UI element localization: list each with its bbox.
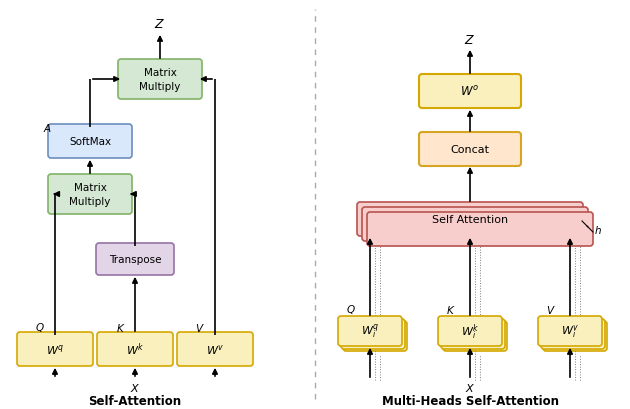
FancyBboxPatch shape	[419, 75, 521, 109]
FancyBboxPatch shape	[338, 316, 402, 346]
Text: $W_i^v$: $W_i^v$	[561, 323, 579, 339]
Text: $Q$: $Q$	[346, 303, 356, 316]
FancyBboxPatch shape	[543, 321, 607, 351]
Text: Self-Attention: Self-Attention	[88, 395, 181, 407]
FancyBboxPatch shape	[96, 243, 174, 275]
FancyBboxPatch shape	[97, 332, 173, 366]
FancyBboxPatch shape	[443, 321, 507, 351]
FancyBboxPatch shape	[419, 133, 521, 166]
FancyBboxPatch shape	[367, 213, 593, 246]
FancyBboxPatch shape	[357, 202, 583, 236]
FancyBboxPatch shape	[541, 319, 605, 349]
FancyBboxPatch shape	[343, 321, 407, 351]
Text: SoftMax: SoftMax	[69, 137, 111, 147]
Text: $Z$: $Z$	[154, 18, 166, 31]
Text: $W_i^k$: $W_i^k$	[461, 321, 479, 341]
Text: Transpose: Transpose	[109, 254, 161, 264]
Text: $V$: $V$	[546, 303, 556, 315]
Text: $A$: $A$	[43, 122, 52, 134]
FancyBboxPatch shape	[438, 316, 502, 346]
FancyBboxPatch shape	[17, 332, 93, 366]
Text: $W^k$: $W^k$	[126, 341, 144, 357]
Text: $Q$: $Q$	[35, 321, 45, 334]
Text: $X$: $X$	[465, 381, 475, 393]
Text: Concat: Concat	[450, 145, 490, 155]
Text: Matrix
Multiply: Matrix Multiply	[139, 68, 181, 91]
Text: $W^q$: $W^q$	[46, 342, 64, 356]
FancyBboxPatch shape	[48, 175, 132, 214]
FancyBboxPatch shape	[177, 332, 253, 366]
Text: $V$: $V$	[195, 321, 205, 333]
Text: $K$: $K$	[447, 303, 456, 315]
FancyBboxPatch shape	[118, 60, 202, 100]
FancyBboxPatch shape	[538, 316, 602, 346]
FancyBboxPatch shape	[441, 319, 505, 349]
FancyBboxPatch shape	[48, 125, 132, 159]
Text: Matrix
Multiply: Matrix Multiply	[69, 183, 111, 206]
Text: $Z$: $Z$	[464, 34, 476, 46]
Text: Self Attention: Self Attention	[432, 214, 508, 225]
FancyBboxPatch shape	[362, 207, 588, 241]
Text: $W^o$: $W^o$	[461, 85, 479, 99]
FancyBboxPatch shape	[341, 319, 405, 349]
Text: $W_i^q$: $W_i^q$	[361, 322, 379, 340]
Text: $K$: $K$	[115, 321, 125, 333]
Text: $h$: $h$	[594, 223, 602, 236]
Text: $X$: $X$	[130, 381, 140, 393]
Text: Multi-Heads Self-Attention: Multi-Heads Self-Attention	[382, 395, 559, 407]
Text: $W^v$: $W^v$	[206, 342, 224, 356]
